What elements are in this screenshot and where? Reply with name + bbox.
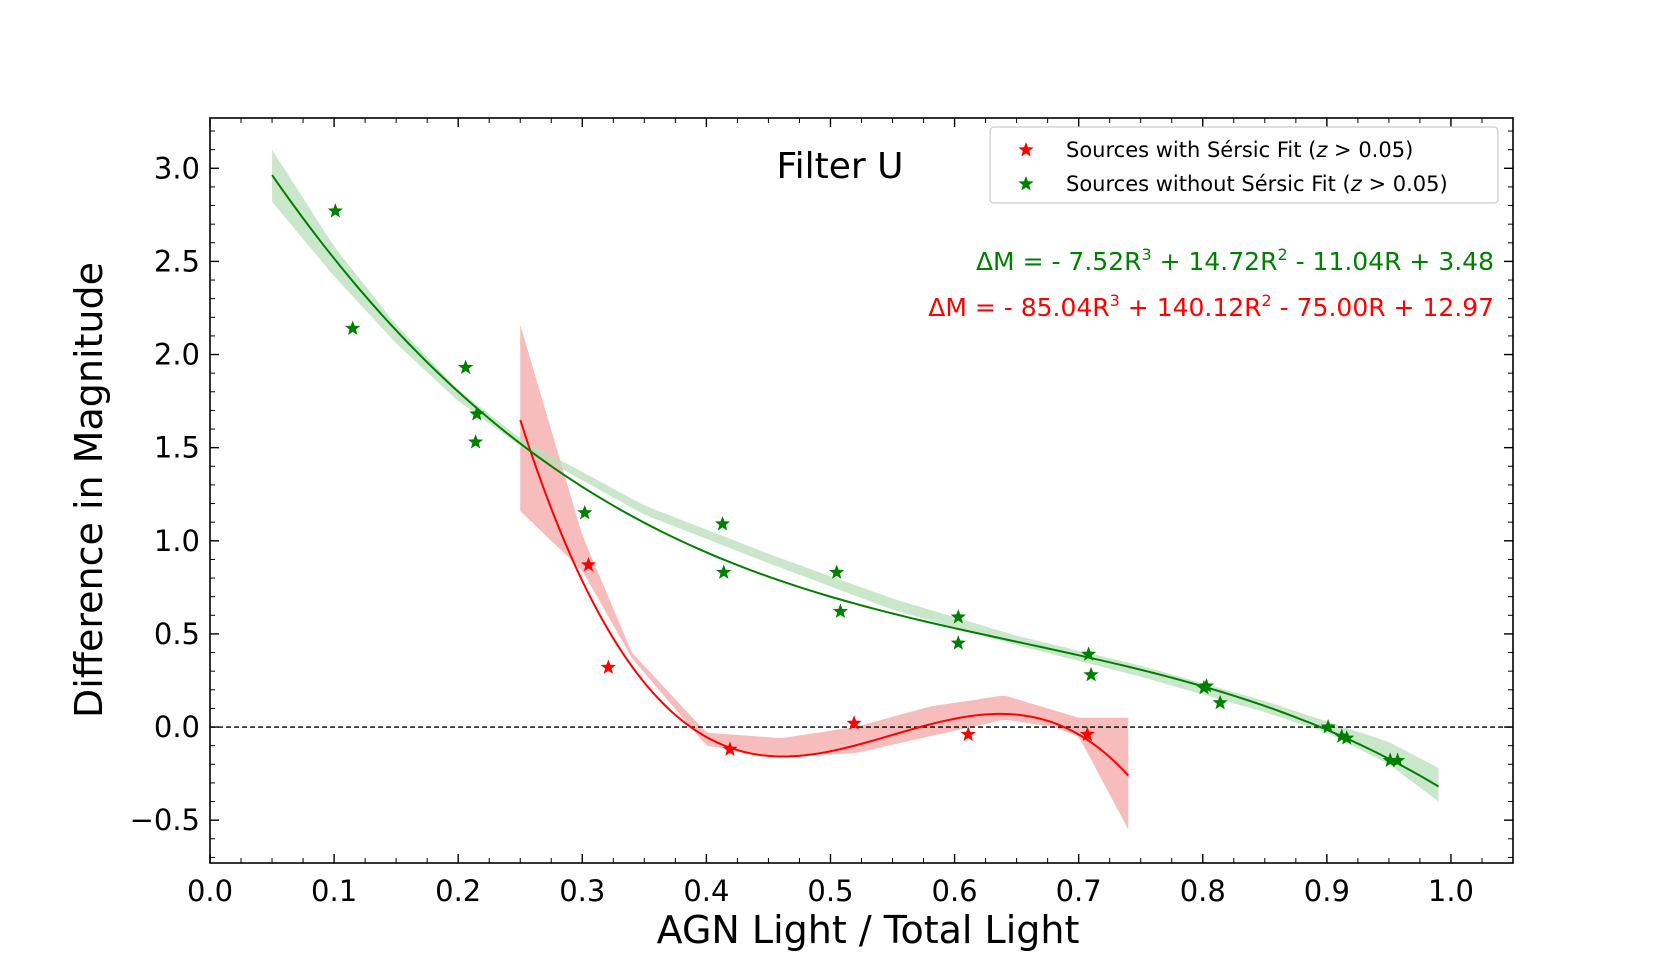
- data-point-no-sersic-fit: [345, 320, 361, 335]
- data-points: [327, 203, 1406, 768]
- data-point-no-sersic-fit: [1198, 678, 1215, 693]
- data-point-no-sersic-fit: [1334, 728, 1350, 743]
- axis-ticks: [209, 118, 1514, 863]
- data-point-no-sersic-fit: [829, 564, 845, 579]
- fit-curves: [271, 174, 1440, 788]
- y-tick-label: 1.5: [154, 431, 200, 465]
- x-tick-label: 0.4: [683, 874, 729, 908]
- confidence-band-sersic-fit: [520, 324, 1129, 830]
- data-point-no-sersic-fit: [950, 609, 966, 624]
- y-tick-label: 2.5: [154, 244, 200, 278]
- data-point-no-sersic-fit: [1080, 646, 1097, 661]
- data-point-sersic-fit: [600, 659, 616, 674]
- y-tick-label: 2.0: [154, 338, 200, 372]
- data-point-no-sersic-fit: [1083, 666, 1099, 682]
- x-axis-title: AGN Light / Total Light: [657, 908, 1080, 952]
- legend-marker-no-sersic-fit: [1018, 176, 1034, 191]
- fit-curve-sersic-fit: [519, 419, 1130, 777]
- y-tick-label: 0.0: [154, 710, 200, 744]
- y-tick-label: 0.5: [154, 617, 200, 651]
- data-point-no-sersic-fit: [716, 564, 732, 579]
- fit-equation-no-sersic: ΔM = - 7.52R3 + 14.72R2 - 11.04R + 3.48: [976, 245, 1494, 276]
- x-tick-label: 0.8: [1180, 874, 1226, 908]
- chart-title: Filter U: [777, 146, 904, 187]
- x-tick-label: 0.2: [435, 874, 481, 908]
- x-tick-label: 0.9: [1304, 874, 1350, 908]
- data-point-no-sersic-fit: [1382, 752, 1398, 768]
- tick-labels: 0.0 0.1 0.2 0.3 0.4 0.5 0.6 0.7 0.8 0.9 1.0 −0.5 0.0…: [130, 151, 1474, 908]
- fit-equations: ΔM = - 7.52R3 + 14.72R2 - 11.04R + 3.48 Δ…: [928, 245, 1494, 322]
- data-point-no-sersic-fit: [469, 406, 485, 421]
- data-point-sersic-fit: [722, 741, 738, 756]
- data-point-no-sersic-fit: [458, 359, 474, 375]
- legend-marker-sersic-fit: [1018, 142, 1034, 157]
- legend-label-sersic-fit: Sources with Sérsic Fit (z > 0.05): [1066, 138, 1413, 162]
- data-point-sersic-fit: [960, 726, 976, 741]
- confidence-bands: [272, 149, 1439, 830]
- legend-label-no-sersic-fit: Sources without Sérsic Fit (z > 0.05): [1066, 172, 1448, 196]
- x-tick-label: 1.0: [1428, 874, 1474, 908]
- y-axis-title: Difference in Magnitude: [67, 262, 111, 718]
- legend: Sources with Sérsic Fit (z > 0.05) Source…: [989, 126, 1499, 204]
- data-point-sersic-fit: [1079, 726, 1095, 741]
- y-tick-label: −0.5: [130, 803, 200, 837]
- fit-equation-sersic: ΔM = - 85.04R3 + 140.12R2 - 75.00R + 12.…: [928, 291, 1494, 322]
- legend-box: [989, 126, 1499, 204]
- data-point-no-sersic-fit: [1212, 694, 1228, 710]
- data-point-no-sersic-fit: [832, 603, 849, 619]
- legend-entries: Sources with Sérsic Fit (z > 0.05) Source…: [1018, 138, 1448, 196]
- y-tick-label: 3.0: [154, 151, 200, 185]
- x-tick-label: 0.7: [1056, 874, 1102, 908]
- data-point-no-sersic-fit: [467, 434, 484, 449]
- data-point-no-sersic-fit: [1339, 730, 1355, 745]
- data-point-no-sersic-fit: [714, 516, 731, 531]
- x-tick-label: 0.0: [187, 874, 233, 908]
- y-tick-label: 1.0: [154, 524, 200, 558]
- data-point-sersic-fit: [580, 557, 597, 572]
- data-point-no-sersic-fit: [577, 504, 593, 520]
- x-tick-label: 0.6: [932, 874, 978, 908]
- data-point-no-sersic-fit: [327, 203, 343, 218]
- data-point-sersic-fit: [846, 715, 862, 730]
- x-tick-label: 0.1: [311, 874, 357, 908]
- data-point-no-sersic-fit: [950, 635, 966, 650]
- data-point-no-sersic-fit: [1320, 719, 1336, 734]
- x-tick-label: 0.3: [559, 874, 605, 908]
- x-tick-label: 0.5: [807, 874, 853, 908]
- data-point-no-sersic-fit: [1389, 752, 1406, 768]
- fit-curve-no-sersic-fit: [271, 174, 1440, 788]
